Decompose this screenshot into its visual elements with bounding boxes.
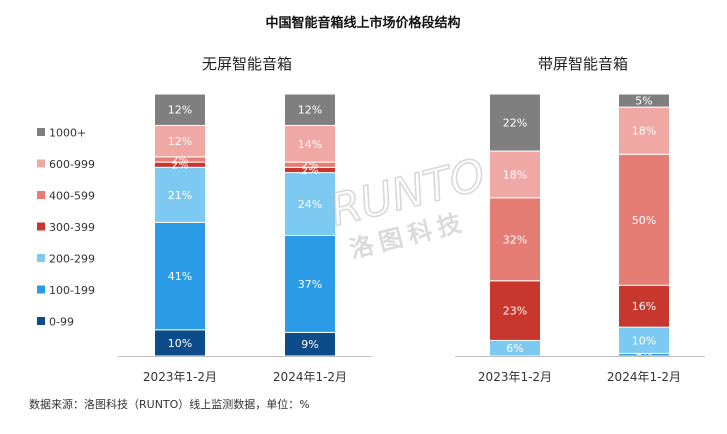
bar-segment-1000+	[618, 93, 670, 108]
data-label: 16%	[632, 300, 656, 313]
bar-segment-300-399	[618, 284, 670, 328]
bar-segment-600-999	[618, 106, 670, 155]
x-tick-label: 2023年1-2月	[143, 370, 217, 384]
data-label: 50%	[632, 214, 656, 227]
data-label: 23%	[503, 305, 527, 318]
bar-segment-1000+	[284, 93, 336, 126]
data-label: 21%	[168, 189, 192, 202]
legend-label-400-599: 400-599	[49, 190, 95, 203]
data-label: 18%	[503, 168, 527, 181]
legend-swatch-1000+	[37, 128, 45, 136]
legend-swatch-300-399	[37, 222, 45, 231]
legend-swatch-0-99	[37, 317, 45, 325]
bar-segment-100-199	[284, 234, 336, 333]
data-label: 22%	[503, 117, 527, 130]
axes-layer: 2023年1-2月 2024年1-2月 2023年1-2月 2024年1-2月	[118, 356, 705, 384]
legend-label-1000+: 1000+	[49, 127, 86, 140]
legend-label-200-299: 200-299	[49, 253, 95, 266]
legend: 1000+ 600-999 400-599 300-399 200-299 100-199…	[37, 127, 95, 329]
legend-label-300-399: 300-399	[49, 221, 95, 234]
source-note: 数据来源：洛图科技（RUNTO）线上监测数据，单位：%	[29, 397, 310, 411]
data-label: 24%	[298, 198, 322, 211]
bar-segment-600-999	[154, 124, 206, 158]
data-label: 32%	[503, 233, 527, 246]
legend-swatch-600-999	[37, 159, 45, 168]
bar-segment-600-999	[284, 124, 336, 163]
watermark: RUNTO 洛图科技	[325, 148, 491, 263]
bar-segment-100-199	[154, 221, 206, 331]
x-tick-label: 2024年1-2月	[607, 370, 681, 384]
data-label: 6%	[506, 342, 523, 355]
bar-segment-1000+	[489, 93, 541, 152]
bar-segment-200-299	[284, 172, 336, 236]
data-label: 37%	[298, 278, 322, 291]
data-label: 5%	[635, 95, 652, 108]
bar-segment-600-999	[489, 150, 541, 199]
data-label: 12%	[298, 104, 322, 117]
legend-label-100-199: 100-199	[49, 284, 95, 297]
chart-title: 中国智能音箱线上市场价格段结构	[265, 15, 460, 31]
data-label: 18%	[632, 125, 656, 138]
legend-swatch-100-199	[37, 285, 45, 294]
data-label: 14%	[298, 138, 322, 151]
panel-title-1: 无屏智能音箱	[202, 55, 292, 73]
legend-swatch-400-599	[37, 191, 45, 199]
x-tick-label: 2023年1-2月	[478, 370, 552, 384]
panel-title-2: 带屏智能音箱	[538, 55, 628, 73]
data-label: 12%	[168, 135, 192, 148]
data-label: 41%	[168, 270, 192, 283]
legend-swatch-200-299	[37, 254, 45, 262]
data-label: 10%	[168, 337, 192, 350]
bar-segment-200-299	[154, 166, 206, 223]
legend-label-600-999: 600-999	[49, 158, 95, 171]
bar-segment-1000+	[154, 93, 206, 126]
data-label: 12%	[168, 104, 192, 117]
bars-layer: 10%41%21%2%2%12%12%9%37%24%2%2%14%12%0%6…	[154, 93, 670, 358]
x-tick-label: 2024年1-2月	[273, 370, 347, 384]
bar-segment-300-399	[489, 280, 541, 341]
bar-segment-400-599	[489, 197, 541, 282]
panel-titles: 无屏智能音箱 带屏智能音箱	[202, 55, 628, 73]
legend-label-0-99: 0-99	[49, 316, 74, 329]
data-label: 9%	[301, 338, 318, 351]
data-label: 10%	[632, 334, 656, 347]
bar-segment-0-99	[154, 329, 206, 357]
bar-segment-400-599	[618, 153, 670, 286]
